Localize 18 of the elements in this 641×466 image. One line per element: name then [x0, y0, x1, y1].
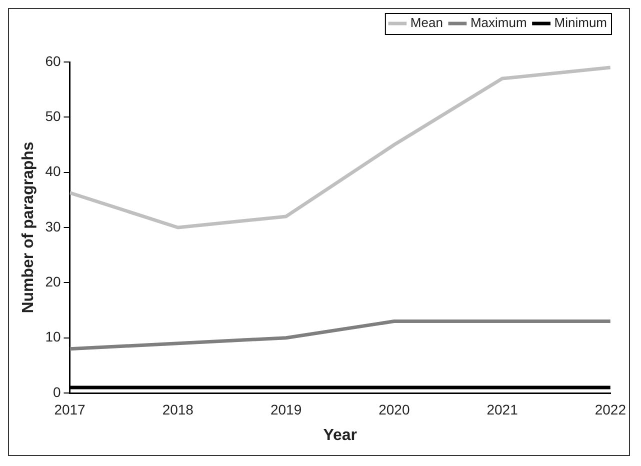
- legend-label: Minimum: [554, 15, 608, 30]
- x-tick-label: 2022: [594, 401, 626, 418]
- x-tick-label: 2018: [162, 401, 194, 418]
- y-tick-label: 0: [52, 384, 61, 400]
- y-tick-label: 40: [45, 163, 61, 180]
- y-tick-label: 30: [45, 218, 61, 234]
- y-tick-label: 60: [45, 52, 61, 69]
- x-tick-label: 2017: [54, 401, 86, 418]
- legend-label: Maximum: [470, 15, 527, 30]
- x-tick-label: 2019: [270, 401, 302, 418]
- y-tick-label: 10: [45, 328, 61, 345]
- x-tick-label: 2020: [378, 401, 410, 418]
- y-tick-label: 20: [45, 274, 61, 290]
- x-axis-title: Year: [323, 426, 358, 444]
- legend-label: Mean: [410, 15, 443, 30]
- x-tick-label: 2021: [486, 401, 518, 418]
- y-tick-label: 50: [45, 108, 61, 124]
- y-axis-title: Number of paragraphs: [20, 142, 38, 314]
